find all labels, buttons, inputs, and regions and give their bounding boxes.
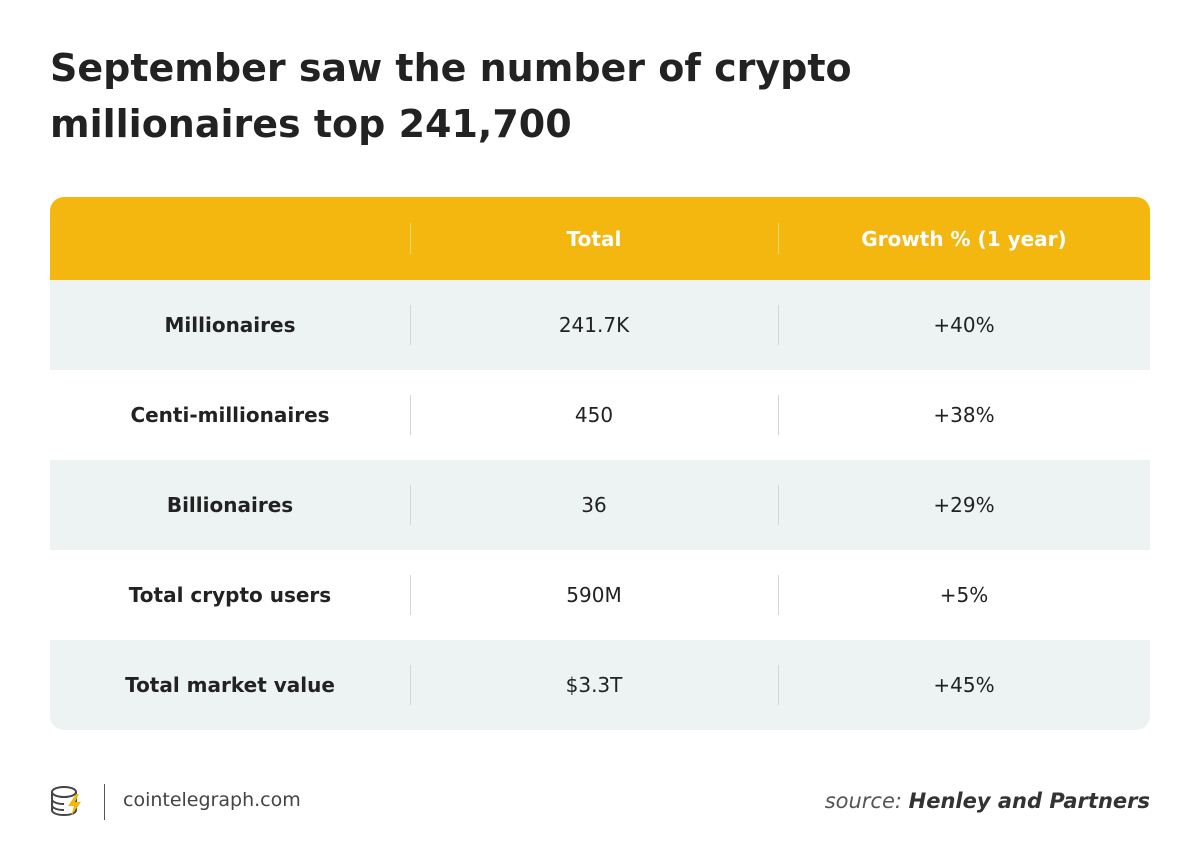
logo — [51, 786, 81, 817]
source: source: Henley and Partners — [825, 789, 1150, 813]
divider — [410, 395, 411, 435]
divider — [410, 575, 411, 615]
brand: cointelegraph.com — [123, 789, 301, 811]
cell: 450 — [574, 403, 614, 427]
cell: $3.3T — [565, 673, 623, 697]
table-row: Centi-millionaires 450 +38% — [50, 370, 1150, 460]
separator — [104, 784, 105, 820]
divider — [778, 575, 779, 615]
title: September saw the number of crypto milli… — [50, 46, 852, 146]
table-row: Billionaires 36 +29% — [50, 460, 1150, 550]
row-label: Centi-millionaires — [130, 403, 330, 427]
divider — [410, 223, 411, 254]
cell: +40% — [933, 313, 995, 337]
divider — [778, 485, 779, 525]
cell: +29% — [933, 493, 995, 517]
header-cell: Total — [566, 226, 622, 251]
cell: 36 — [581, 493, 607, 517]
table-row: Total crypto users 590M +5% — [50, 550, 1150, 640]
header-cell: Growth % (1 year) — [861, 226, 1067, 251]
cell: +5% — [939, 583, 989, 607]
row-label: Total market value — [125, 673, 335, 697]
cell: 241.7K — [558, 313, 630, 337]
source-name: Henley and Partners — [908, 789, 1150, 813]
cell: +38% — [933, 403, 995, 427]
source-prefix: source: — [824, 789, 902, 813]
cell: 590M — [566, 583, 622, 607]
divider — [778, 395, 779, 435]
row-label: Total crypto users — [128, 583, 332, 607]
footer: cointelegraph.com source: Henley and Par… — [50, 780, 1150, 824]
divider — [410, 305, 411, 345]
table-header: Total Growth % (1 year) — [50, 197, 1150, 280]
divider — [778, 665, 779, 705]
table-row: Total market value $3.3T +45% — [50, 640, 1150, 730]
table-row: Millionaires 241.7K +40% — [50, 280, 1150, 370]
row-label: Billionaires — [166, 493, 294, 517]
divider — [410, 485, 411, 525]
table: Total Growth % (1 year) Millionaires 241.… — [50, 197, 1150, 730]
cell: +45% — [933, 673, 995, 697]
row-label: Millionaires — [164, 313, 296, 337]
divider — [778, 223, 779, 254]
divider — [778, 305, 779, 345]
divider — [410, 665, 411, 705]
